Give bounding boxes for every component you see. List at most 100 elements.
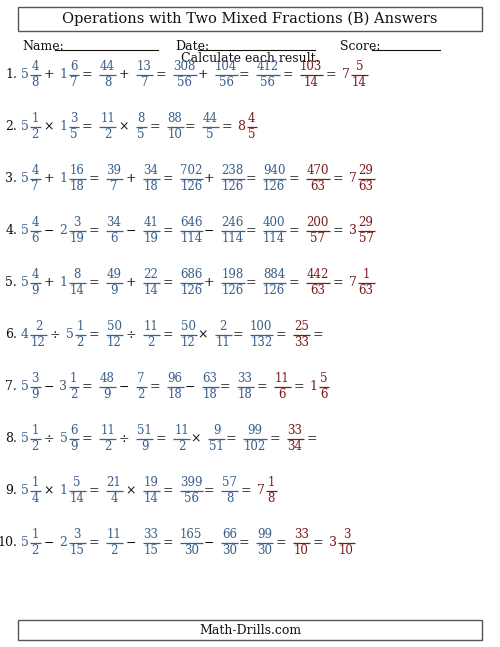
Text: ÷: ÷ [43, 432, 54, 446]
Text: Operations with Two Mixed Fractions (B) Answers: Operations with Two Mixed Fractions (B) … [62, 12, 438, 26]
Text: Math-Drills.com: Math-Drills.com [199, 624, 301, 637]
Text: =: = [288, 276, 300, 289]
Text: 412: 412 [256, 61, 279, 74]
Text: +: + [125, 276, 136, 289]
Text: 198: 198 [222, 269, 244, 281]
Text: 2: 2 [60, 225, 68, 237]
Text: 19: 19 [144, 476, 158, 490]
Text: 102: 102 [244, 441, 266, 454]
Text: 3: 3 [73, 529, 81, 542]
Text: =: = [232, 329, 243, 342]
Text: =: = [156, 432, 166, 446]
Text: 2: 2 [76, 336, 84, 349]
Text: 14: 14 [304, 76, 318, 89]
Text: 3: 3 [60, 380, 68, 393]
Text: 5: 5 [21, 225, 29, 237]
Text: +: + [43, 173, 54, 186]
Text: 57: 57 [222, 476, 237, 490]
Text: ×: × [119, 120, 129, 133]
Text: =: = [162, 485, 173, 498]
Text: =: = [149, 380, 160, 393]
Text: 11: 11 [274, 373, 289, 386]
Text: 30: 30 [257, 545, 272, 558]
Text: 1: 1 [60, 276, 68, 289]
Bar [18, 7, 482, 31]
Text: =: = [306, 432, 317, 446]
Text: 9: 9 [32, 285, 39, 298]
Text: =: = [204, 485, 214, 498]
Text: 238: 238 [222, 164, 244, 177]
Text: =: = [149, 120, 160, 133]
Text: 6: 6 [70, 61, 78, 74]
Text: +: + [197, 69, 208, 82]
Text: 4: 4 [32, 61, 39, 74]
Text: 14: 14 [144, 492, 158, 505]
Text: 5: 5 [60, 432, 68, 446]
Text: 48: 48 [100, 373, 115, 386]
Text: ×: × [191, 432, 201, 446]
Text: 33: 33 [238, 373, 252, 386]
Text: 884: 884 [263, 269, 285, 281]
Text: 10: 10 [339, 545, 354, 558]
Text: 126: 126 [180, 285, 203, 298]
Text: −: − [184, 380, 195, 393]
Text: 8.: 8. [5, 432, 17, 446]
Text: 6: 6 [110, 232, 118, 245]
Text: 2: 2 [32, 545, 39, 558]
Text: −: − [125, 536, 136, 549]
Text: 4: 4 [21, 329, 29, 342]
Text: 5: 5 [21, 380, 29, 393]
Text: 5: 5 [248, 129, 256, 142]
Text: 165: 165 [180, 529, 203, 542]
Text: 29: 29 [358, 217, 374, 230]
Text: =: = [238, 536, 250, 549]
Text: ×: × [44, 485, 54, 498]
Text: 13: 13 [137, 61, 152, 74]
Text: 25: 25 [294, 320, 309, 333]
Text: 4: 4 [32, 164, 39, 177]
Text: 9: 9 [70, 441, 78, 454]
Text: Date:: Date: [175, 39, 209, 52]
Text: 4.: 4. [5, 225, 17, 237]
Text: 15: 15 [144, 545, 158, 558]
Text: 4: 4 [32, 217, 39, 230]
Text: 126: 126 [263, 285, 285, 298]
Text: 7: 7 [348, 173, 356, 186]
Text: 14: 14 [352, 76, 367, 89]
Text: ×: × [44, 120, 54, 133]
Text: 126: 126 [263, 181, 285, 193]
Text: 51: 51 [137, 424, 152, 437]
Text: +: + [204, 276, 214, 289]
Text: ÷: ÷ [50, 329, 60, 342]
Text: 2: 2 [178, 441, 185, 454]
Text: 8: 8 [74, 269, 80, 281]
Text: 7: 7 [342, 69, 350, 82]
Text: 9: 9 [110, 285, 118, 298]
Text: 940: 940 [263, 164, 285, 177]
Text: 12: 12 [180, 336, 196, 349]
Text: 5: 5 [21, 276, 29, 289]
Text: =: = [245, 276, 256, 289]
Text: 2: 2 [60, 536, 68, 549]
Text: 9: 9 [213, 424, 220, 437]
Text: 126: 126 [222, 285, 244, 298]
Text: 5: 5 [66, 329, 74, 342]
Text: −: − [119, 380, 129, 393]
Text: 114: 114 [222, 232, 244, 245]
Text: 10.: 10. [0, 536, 17, 549]
Text: 49: 49 [106, 269, 122, 281]
Text: 1: 1 [32, 476, 39, 490]
Text: 15: 15 [70, 545, 84, 558]
Text: =: = [162, 329, 173, 342]
Text: +: + [43, 276, 54, 289]
Text: −: − [204, 536, 214, 549]
Text: =: = [88, 225, 99, 237]
Text: 4: 4 [32, 269, 39, 281]
Text: 11: 11 [100, 113, 115, 126]
Text: =: = [184, 120, 195, 133]
Text: 7.: 7. [5, 380, 17, 393]
Text: 2: 2 [32, 129, 39, 142]
Text: −: − [44, 225, 54, 237]
Text: 50: 50 [106, 320, 122, 333]
Text: ×: × [197, 329, 208, 342]
